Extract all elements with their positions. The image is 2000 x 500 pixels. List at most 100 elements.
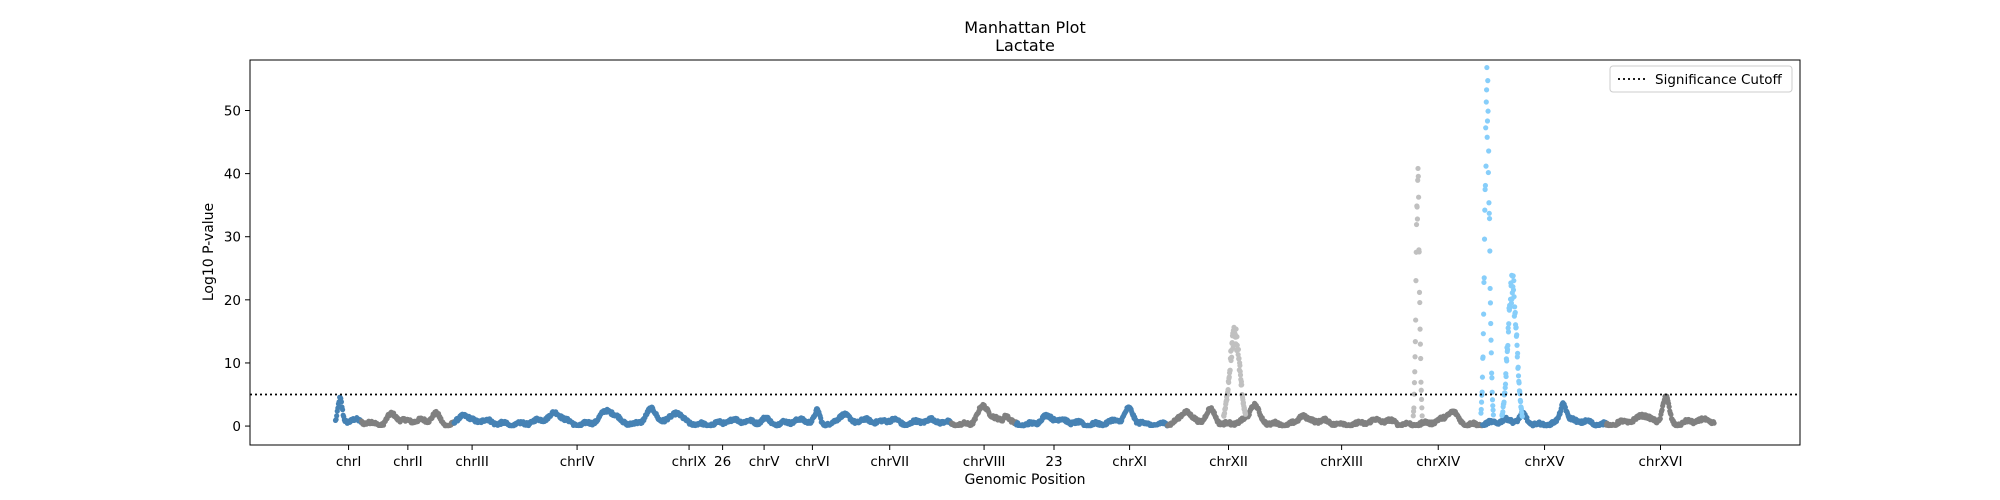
significant-snp-point (1416, 249, 1422, 255)
y-tick-label: 0 (232, 419, 241, 435)
significant-snp-point (1418, 387, 1424, 393)
significant-snp-point (1242, 411, 1249, 417)
significant-snp-point (1482, 207, 1488, 213)
significant-snp-point (1226, 379, 1232, 386)
significant-snp-point (1506, 321, 1512, 327)
significant-snp-point (1505, 342, 1511, 349)
significant-snp-point (1486, 210, 1492, 216)
x-tick-label: chrXIII (1320, 454, 1363, 470)
x-tick-label: chrXII (1209, 454, 1248, 470)
significant-snp-point (1483, 87, 1490, 93)
significant-snp-point (1413, 278, 1419, 284)
significant-snp-point (1410, 413, 1416, 419)
significant-snp-point (1489, 375, 1495, 381)
significant-snp-point (1505, 329, 1512, 335)
significant-snp-point (1413, 221, 1420, 228)
significant-snp-point (1484, 134, 1490, 140)
x-tick-label: chrVIII (963, 454, 1006, 470)
significant-snp-point (1234, 342, 1240, 348)
significant-snp-point (1489, 370, 1495, 376)
significant-snp-point (1226, 374, 1232, 380)
significant-snp-point (1235, 346, 1242, 353)
chart-title: Manhattan Plot (964, 18, 1085, 37)
significant-snp-point (1503, 373, 1509, 380)
significant-snp-point (1227, 367, 1233, 373)
legend: Significance Cutoff (1609, 65, 1793, 93)
significant-snp-point (1515, 350, 1521, 356)
significant-snp-point (1222, 405, 1229, 411)
significant-snp-point (1486, 215, 1493, 222)
significant-snp-point (1488, 320, 1494, 327)
x-axis: chrI chrII chrIII chrIV chrIX 26 chrV chrVI chrV… (336, 445, 1683, 470)
significant-snp-point (1489, 389, 1495, 395)
significant-snp-point (1234, 334, 1240, 340)
significant-snp-point (1484, 64, 1490, 71)
snp-point (1711, 420, 1717, 426)
significant-snp-point (1418, 396, 1425, 402)
significant-snp-point (1482, 182, 1488, 189)
significant-snp-point (1489, 397, 1496, 403)
significant-snp-point (1481, 275, 1487, 281)
snp-point (1666, 404, 1672, 410)
significant-snp-point (1516, 380, 1522, 386)
significant-snp-point (1415, 177, 1421, 183)
x-tick-label: chrV (749, 454, 781, 470)
significant-snp-point (1512, 304, 1518, 310)
legend-label-significance-cutoff: Significance Cutoff (1655, 72, 1783, 88)
significant-snp-point (1488, 337, 1494, 343)
x-tick-label: chrII (393, 454, 423, 470)
significant-snp-point (1415, 165, 1421, 172)
significant-snp-point (1411, 380, 1418, 386)
significant-snp-point (1484, 118, 1491, 124)
significant-snp-point (1481, 236, 1488, 242)
significant-snp-point (1511, 294, 1517, 300)
x-tick-label: chrXI (1112, 454, 1147, 470)
significant-snp-point (1515, 364, 1521, 370)
significant-snp-point (1413, 317, 1419, 323)
y-tick-label: 50 (224, 103, 241, 119)
significant-snp-point (1229, 354, 1235, 360)
significant-snp-point (1490, 407, 1496, 413)
x-tick-label: 26 (714, 454, 731, 470)
significant-snp-point (1480, 331, 1486, 337)
significant-snp-point (1511, 278, 1517, 284)
significant-snp-point (1512, 309, 1518, 316)
data-points (332, 64, 1717, 429)
significant-snp-point (1481, 279, 1487, 286)
significant-snp-point (1519, 413, 1525, 419)
significant-snp-point (1513, 324, 1519, 331)
significant-snp-point (1514, 332, 1520, 338)
significant-snp-point (1483, 163, 1489, 169)
significant-snp-point (1237, 362, 1243, 369)
significant-snp-point (1416, 289, 1423, 295)
x-tick-label: chrIX (672, 454, 707, 470)
significant-snp-point (1419, 413, 1425, 419)
significant-snp-point (1224, 397, 1230, 403)
snp-point (1659, 407, 1665, 413)
significant-snp-point (1507, 304, 1513, 310)
significant-snp-point (1411, 391, 1417, 397)
significant-snp-point (1415, 173, 1421, 179)
y-tick-label: 30 (224, 230, 241, 246)
significant-snp-point (1490, 403, 1496, 409)
significant-snp-point (1236, 355, 1242, 361)
significant-snp-point (1488, 350, 1494, 356)
significant-snp-point (1412, 369, 1418, 375)
significant-snp-point (1485, 108, 1491, 114)
x-tick-label: chrXV (1525, 454, 1566, 470)
x-tick-label: chrXVI (1639, 454, 1683, 470)
significant-snp-point (1230, 345, 1236, 351)
significant-snp-point (1481, 311, 1487, 317)
x-tick-label: chrIII (455, 454, 488, 470)
x-tick-label: chrVI (795, 454, 830, 470)
snp-point (334, 413, 340, 419)
x-tick-label: chrIV (560, 454, 596, 470)
significant-snp-point (1505, 325, 1511, 331)
significant-snp-point (1487, 285, 1493, 292)
significant-snp-point (1237, 372, 1244, 378)
x-tick-label: chrXIV (1416, 454, 1461, 470)
significant-snp-point (1418, 379, 1424, 385)
significant-snp-point (1508, 300, 1515, 306)
x-axis-label: Genomic Position (964, 472, 1085, 488)
